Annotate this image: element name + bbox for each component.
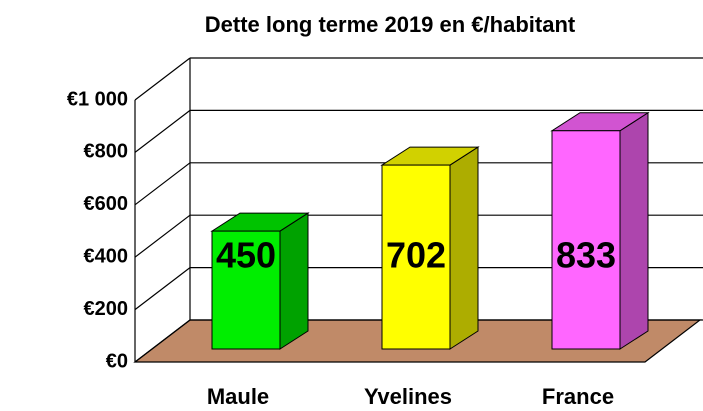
y-tick-label: €400 — [84, 245, 129, 267]
grid-line — [134, 109, 191, 153]
x-tick-label: France — [542, 384, 614, 409]
y-tick-label: €1 000 — [67, 88, 128, 110]
x-tick-label: Maule — [207, 384, 269, 409]
grid-line — [134, 319, 191, 363]
x-tick-label: Yvelines — [364, 384, 452, 409]
data-label: 702 — [386, 235, 446, 276]
grid-line — [134, 267, 191, 311]
grid-line — [134, 162, 191, 206]
y-tick-label: €600 — [84, 193, 129, 215]
bar — [551, 130, 621, 350]
grid-line — [134, 214, 191, 258]
bar-side — [449, 146, 479, 350]
y-tick-label: €0 — [106, 350, 128, 372]
bar — [211, 230, 281, 350]
bar — [381, 164, 451, 350]
bar-side — [279, 212, 309, 350]
y-tick-label: €200 — [84, 298, 129, 320]
data-label: 450 — [216, 235, 276, 276]
y-tick-label: €800 — [84, 141, 129, 163]
bar-side — [619, 111, 649, 350]
data-label: 833 — [556, 235, 616, 276]
chart-title: Dette long terme 2019 en €/habitant — [205, 12, 576, 37]
grid-line — [134, 57, 191, 101]
